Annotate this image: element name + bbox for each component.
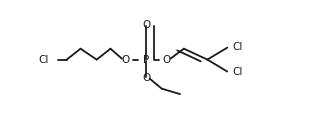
Text: O: O: [162, 55, 171, 65]
Text: O: O: [142, 20, 150, 30]
Text: Cl: Cl: [233, 42, 243, 52]
Text: P: P: [143, 55, 149, 65]
Text: Cl: Cl: [233, 67, 243, 77]
Text: O: O: [121, 55, 129, 65]
Text: Cl: Cl: [38, 55, 49, 65]
Text: O: O: [142, 73, 150, 83]
